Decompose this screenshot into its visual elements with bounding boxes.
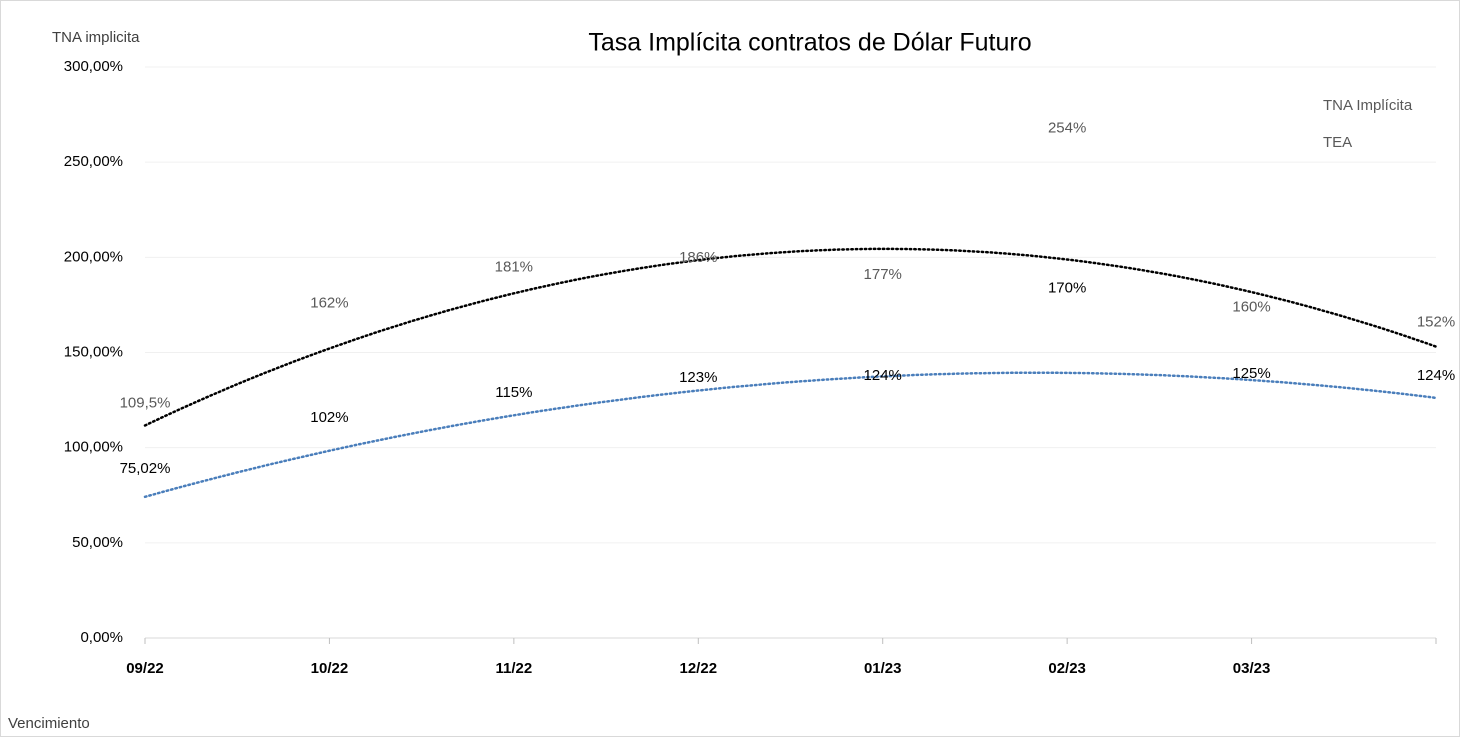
x-tick-label: 09/22: [126, 660, 164, 677]
data-label: 254%: [1048, 120, 1086, 137]
legend-label: TNA Implícita: [1323, 97, 1413, 114]
data-label: 170%: [1048, 279, 1086, 296]
y-tick-label: 150,00%: [64, 343, 123, 360]
data-label: 75,02%: [120, 460, 171, 477]
y-tick-label: 300,00%: [64, 58, 123, 75]
data-label: 125%: [1232, 365, 1270, 382]
data-label: 115%: [495, 384, 532, 401]
data-label: 162%: [310, 295, 348, 312]
y-tick-label: 200,00%: [64, 248, 123, 265]
data-label: 186%: [679, 249, 717, 266]
trendline: [143, 371, 1438, 499]
data-label: 160%: [1232, 298, 1270, 315]
legend-label: TEA: [1323, 134, 1352, 151]
x-tick-label: 12/22: [680, 660, 718, 677]
trendline: [143, 247, 1438, 427]
y-axis-title: TNA implicita: [52, 29, 140, 46]
y-tick-label: 250,00%: [64, 153, 123, 170]
y-tick-label: 0,00%: [80, 629, 123, 646]
x-tick-label: 02/23: [1048, 660, 1086, 677]
data-label: 102%: [310, 409, 348, 426]
x-tick-label: 03/23: [1233, 660, 1271, 677]
x-axis-title: Vencimiento: [8, 715, 90, 732]
data-label: 124%: [864, 367, 902, 384]
data-label: 181%: [495, 258, 533, 275]
data-label: 152%: [1417, 314, 1455, 331]
y-tick-label: 100,00%: [64, 439, 123, 456]
x-tick-label: 10/22: [311, 660, 349, 677]
data-label: 123%: [679, 369, 717, 386]
data-label: 177%: [864, 266, 902, 283]
y-tick-label: 50,00%: [72, 534, 123, 551]
x-tick-label: 11/22: [495, 660, 532, 677]
data-label: 124%: [1417, 367, 1455, 384]
x-tick-label: 01/23: [864, 660, 902, 677]
chart-title: Tasa Implícita contratos de Dólar Futuro: [588, 29, 1031, 57]
data-label: 109,5%: [120, 395, 171, 412]
